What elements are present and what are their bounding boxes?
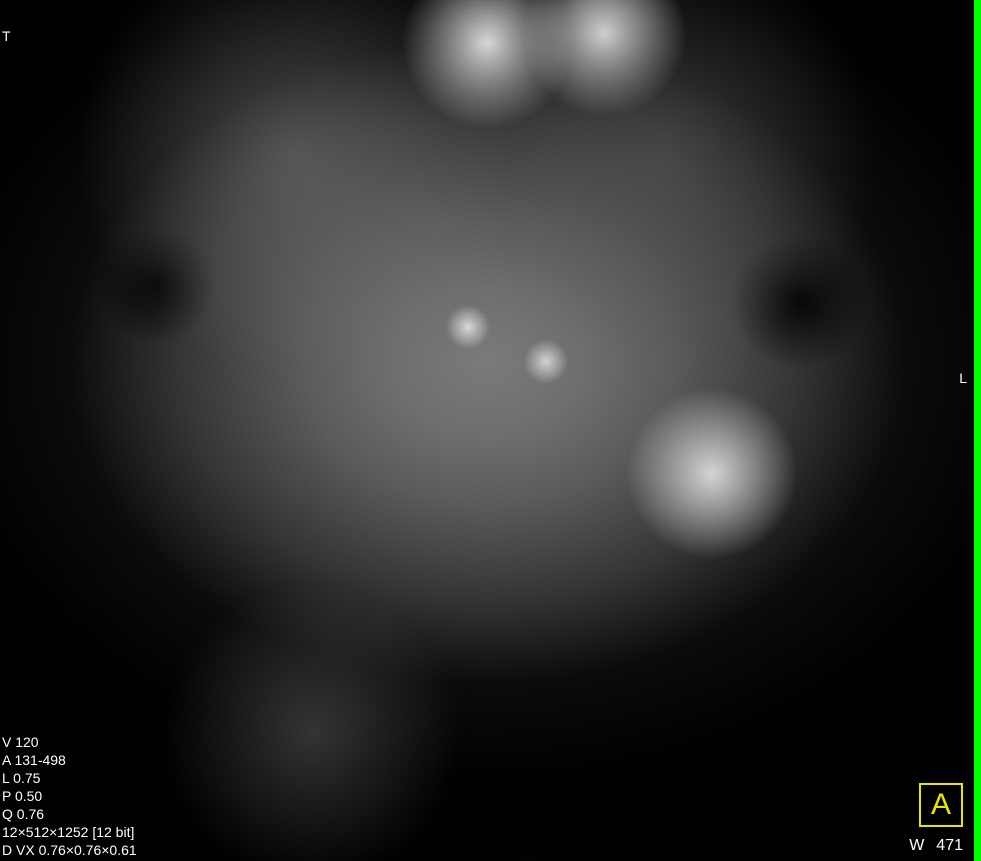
window-label: W <box>909 837 924 855</box>
active-slice-indicator <box>974 0 981 861</box>
orientation-cube-letter: A <box>931 788 951 822</box>
ct-image-plane[interactable] <box>0 0 975 861</box>
window-level-readout: W 471 <box>909 837 963 855</box>
dicom-viewport[interactable]: T L V 120 A 131-498 L 0.75 P 0.50 Q 0.76… <box>0 0 981 861</box>
orientation-cube[interactable]: A <box>919 783 963 827</box>
window-value: 471 <box>936 837 963 855</box>
